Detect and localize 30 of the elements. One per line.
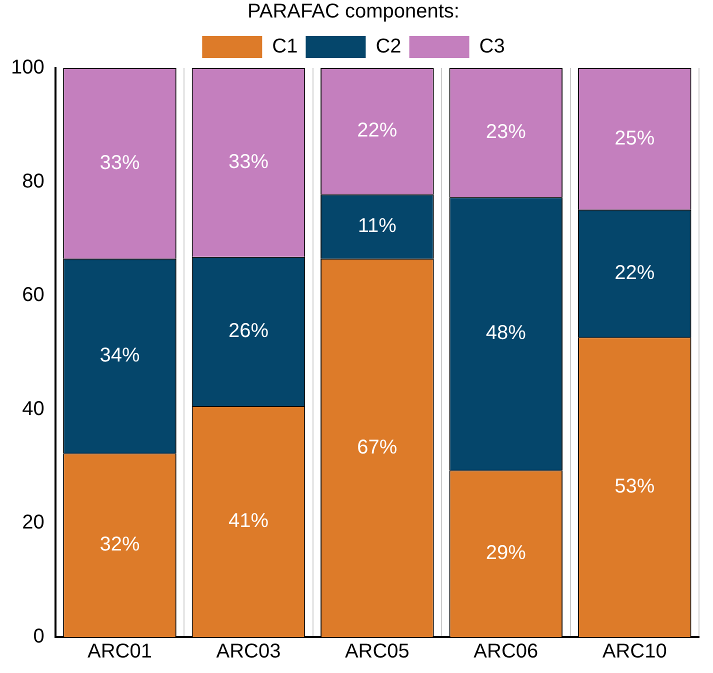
x-tick-label: ARC01: [87, 640, 152, 663]
data-label: 11%: [358, 214, 397, 237]
legend-label: C1: [272, 36, 298, 58]
data-label: 22%: [357, 120, 398, 142]
data-label: 23%: [486, 121, 526, 144]
data-label: 53%: [614, 476, 655, 498]
data-label: 34%: [100, 344, 140, 366]
data-label: 22%: [614, 262, 655, 284]
y-tick-label: 80: [22, 170, 44, 192]
x-tick-label: ARC06: [474, 640, 538, 663]
legend-label: C3: [479, 36, 505, 58]
data-label: 48%: [486, 322, 526, 344]
x-tick-label: ARC10: [602, 640, 667, 663]
data-label: 41%: [228, 510, 269, 532]
y-tick-label: 0: [33, 626, 44, 648]
legend-label: C2: [376, 36, 402, 58]
legend-title: PARAFAC components:: [248, 0, 460, 23]
y-tick-label: 60: [22, 284, 44, 306]
data-label: 33%: [100, 152, 140, 174]
data-label: 25%: [614, 127, 655, 150]
y-tick-label: 40: [22, 398, 44, 420]
y-tick-label: 100: [10, 56, 44, 79]
data-label: 32%: [100, 534, 140, 556]
data-label: 26%: [228, 320, 269, 342]
data-label: 29%: [486, 542, 526, 564]
y-tick-label: 20: [22, 512, 44, 534]
x-tick-label: ARC03: [216, 640, 281, 663]
x-tick-label: ARC05: [344, 640, 410, 663]
data-label: 33%: [228, 150, 269, 173]
data-label: 67%: [357, 436, 398, 458]
